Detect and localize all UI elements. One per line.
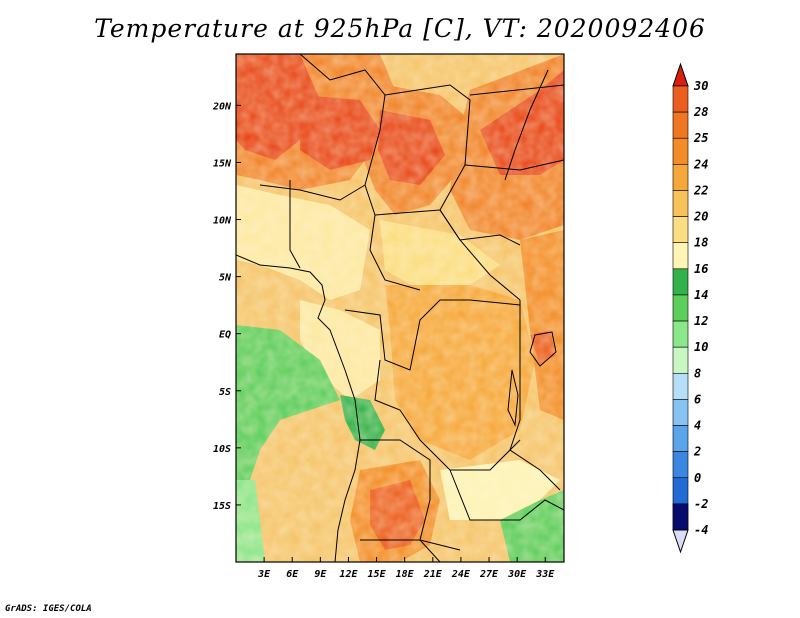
border-3 — [464, 159, 564, 171]
colorbar-label: 20 — [693, 210, 708, 224]
colorbar-swatch — [672, 242, 689, 270]
lon-tick-label: 15E — [368, 569, 387, 580]
colorbar-label: -4 — [694, 523, 708, 537]
border-9 — [374, 359, 521, 471]
colorbar-label: 2 — [693, 445, 701, 459]
border-4 — [469, 84, 564, 96]
lon-axis: 3E 6E 9E 12E 15E 18E 21E 24E 27E 30E 33E — [257, 557, 555, 580]
colorbar-swatch — [672, 346, 689, 374]
lon-tick-label: 12E — [339, 569, 358, 580]
colorbar-swatch — [672, 372, 689, 400]
colorbar-swatch — [672, 164, 689, 191]
lake-tanganyika — [507, 369, 519, 427]
lat-tick-label: 15N — [213, 158, 232, 169]
colorbar-swatch — [672, 137, 689, 165]
lon-tick-label: 3E — [257, 569, 271, 580]
lat-tick-label: EQ — [219, 330, 231, 341]
colorbar-label: 18 — [694, 236, 708, 250]
colorbar-label: -2 — [694, 497, 708, 511]
colorbar-swatch — [672, 503, 689, 531]
colorbar-swatch — [672, 294, 689, 322]
lake-victoria — [529, 331, 557, 367]
colorbar-label: 0 — [694, 471, 701, 485]
colorbar-label: 22 — [693, 183, 708, 197]
colorbar-label: 14 — [694, 288, 708, 302]
colorbar-swatch — [672, 190, 689, 217]
colorbar-label: 25 — [693, 131, 708, 145]
temperature-field — [236, 54, 564, 562]
map-frame — [235, 53, 565, 563]
border-2 — [384, 84, 521, 301]
coastline-west — [236, 254, 361, 562]
field-texture — [236, 54, 564, 562]
border-8 — [344, 299, 521, 371]
lon-tick-label: 24E — [451, 569, 471, 580]
lat-tick-label: 5S — [219, 387, 231, 398]
colorbar-label: 10 — [694, 340, 708, 354]
colorbar-label: 12 — [694, 314, 708, 328]
colorbar-bottom-arrow — [672, 529, 689, 554]
colorbar-top-arrow — [672, 62, 689, 87]
colorbar-swatch — [672, 216, 689, 244]
lat-axis: 20N 15N 10N 5N EQ 5S 10S 15S — [212, 101, 241, 512]
colorbar-swatch — [672, 85, 689, 113]
lat-tick-label: 20N — [212, 101, 232, 112]
colorbar-swatch — [672, 320, 689, 348]
colorbar-label: 8 — [694, 366, 701, 380]
border-12 — [449, 469, 564, 521]
lon-tick-label: 21E — [423, 569, 443, 580]
borders — [236, 54, 564, 562]
lat-tick-label: 15S — [213, 501, 231, 512]
border-6 — [289, 180, 301, 269]
colorbar-label: 30 — [693, 79, 708, 93]
border-10 — [360, 439, 441, 562]
colorbar-label: 24 — [693, 157, 708, 171]
lon-tick-label: 33E — [535, 569, 555, 580]
colorbar-label: 6 — [694, 392, 701, 406]
border-5 — [259, 184, 366, 201]
lat-tick-label: 10N — [213, 216, 232, 227]
colorbar-swatch — [672, 111, 689, 139]
border-7 — [374, 209, 521, 246]
border-11 — [509, 300, 561, 491]
lon-tick-label: 18E — [396, 569, 415, 580]
lat-tick-label: 10S — [213, 444, 231, 455]
border-13 — [360, 539, 461, 551]
lon-tick-label: 6E — [286, 569, 299, 580]
lon-tick-label: 27E — [479, 569, 499, 580]
map-title: Temperature at 925hPa [C], VT: 202009240… — [94, 14, 706, 43]
colorbar-swatch — [672, 451, 689, 479]
colorbar-label: 4 — [694, 419, 701, 433]
colorbar-swatch — [672, 477, 689, 505]
footer-credit: GrADS: IGES/COLA — [5, 604, 92, 614]
colorbar-swatch — [672, 399, 689, 426]
nile-1 — [504, 69, 549, 181]
colorbar-swatch — [672, 268, 689, 296]
lon-tick-label: 30E — [507, 569, 527, 580]
colorbar-label: 16 — [694, 262, 708, 276]
colorbar-swatch — [672, 425, 689, 452]
lat-tick-label: 5N — [219, 273, 232, 284]
lon-tick-label: 9E — [314, 569, 327, 580]
colorbar-label: 28 — [693, 105, 708, 119]
border-1 — [299, 54, 421, 291]
